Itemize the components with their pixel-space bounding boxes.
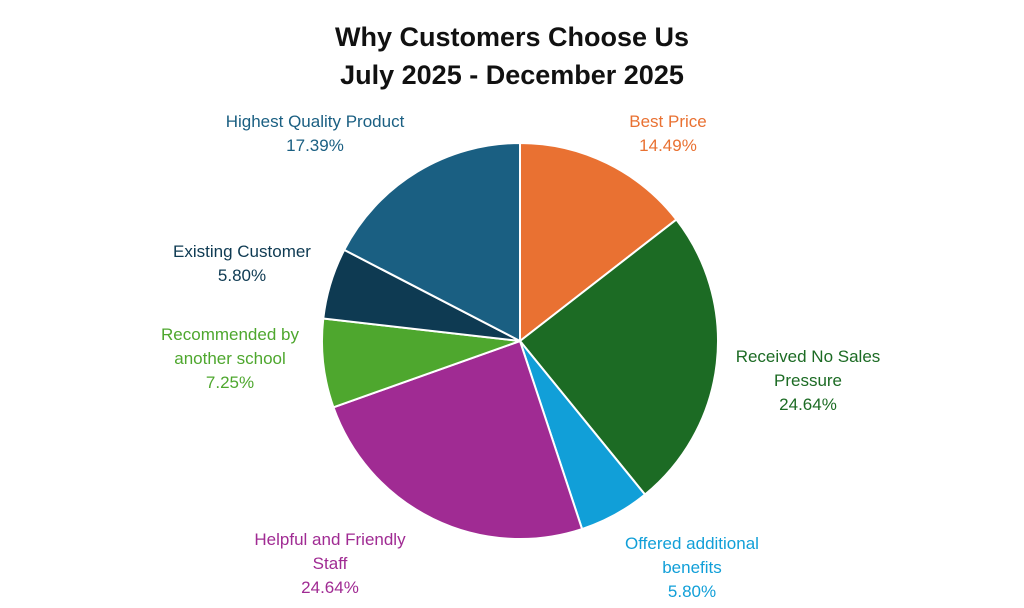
slice-value-label-4: 7.25% [206, 373, 254, 392]
slice-labels: Best Price 14.49% Received No Sales Pressur… [161, 112, 880, 601]
pie-slice-1 [518, 218, 719, 496]
slice-category-label-5: Existing Customer [173, 242, 311, 261]
slice-category-label-4: Recommended by [161, 325, 299, 344]
slice-value-label-2: 5.80% [668, 582, 716, 601]
slice-value-label-0: 14.49% [639, 136, 697, 155]
slice-category-label-1: Received No Sales [736, 347, 881, 366]
slice-category-label-4: another school [174, 349, 286, 368]
pie-slice-6 [342, 141, 521, 343]
slice-category-label-3: Staff [313, 554, 348, 573]
pie-slice-0 [519, 141, 678, 344]
slice-category-label-2: Offered additional [625, 534, 759, 553]
slice-value-label-5: 5.80% [218, 266, 266, 285]
slice-value-label-3: 24.64% [301, 578, 359, 597]
chart-title: Why Customers Choose Us [335, 22, 689, 52]
slice-category-label-1: Pressure [774, 371, 842, 390]
slice-category-label-3: Helpful and Friendly [254, 530, 406, 549]
slice-category-label-2: benefits [662, 558, 722, 577]
slice-value-label-1: 24.64% [779, 395, 837, 414]
pie-slices [320, 141, 719, 540]
slice-value-label-6: 17.39% [286, 136, 344, 155]
slice-category-label-0: Best Price [629, 112, 706, 131]
chart-subtitle: July 2025 - December 2025 [340, 60, 684, 90]
pie-slice-3 [332, 339, 584, 540]
slice-category-label-6: Highest Quality Product [226, 112, 405, 131]
